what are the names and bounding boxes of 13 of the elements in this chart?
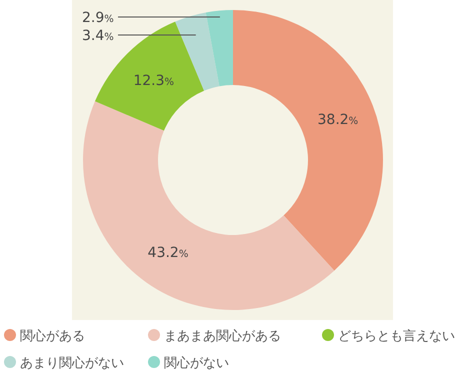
legend-label: どちらとも言えない [338, 328, 455, 344]
data-label: 43.2% [148, 244, 188, 261]
data-label: 2.9% [82, 10, 114, 26]
donut-slice [175, 12, 220, 91]
donut-slice [206, 10, 233, 86]
data-label: 38.2% [318, 112, 358, 128]
legend-label: まあまあ関心がある [164, 328, 281, 344]
legend-label: 関心がある [20, 328, 85, 344]
legend-label: 関心がない [164, 355, 229, 371]
donut-slice [233, 10, 383, 271]
legend-label: あまり関心がない [20, 355, 124, 371]
data-label: 12.3% [133, 73, 174, 90]
data-label: 3.4% [82, 28, 114, 44]
